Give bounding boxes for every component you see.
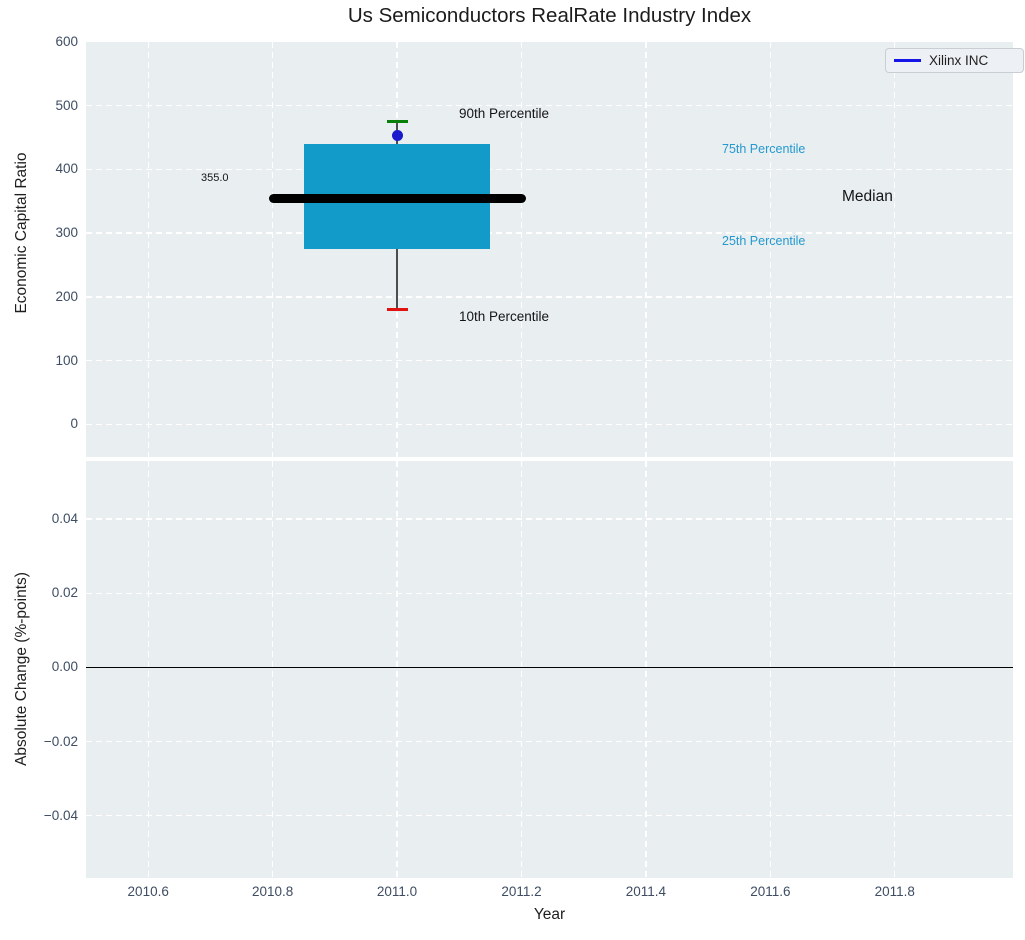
- company-marker: [391, 129, 403, 141]
- gridline: [271, 42, 274, 457]
- gridline: [86, 296, 1013, 298]
- legend-line-swatch: [894, 59, 921, 62]
- x-tick-label: 2010.6: [127, 884, 169, 899]
- y-tick-label: 300: [55, 225, 78, 241]
- whisker-cap-10th: [386, 308, 408, 312]
- x-tick-label: 2010.8: [251, 884, 294, 899]
- chart-title: Us Semiconductors RealRate Industry Inde…: [347, 4, 752, 27]
- whisker-cap-90th: [386, 120, 408, 124]
- median-line: [269, 193, 527, 203]
- gridline: [86, 592, 1013, 595]
- y-tick-label: 0.04: [51, 511, 78, 527]
- x-axis-label: Year: [533, 906, 566, 923]
- gridline: [271, 461, 274, 878]
- y-tick-label: 400: [55, 161, 78, 177]
- y-tick-label: −0.04: [43, 807, 78, 823]
- gridline: [769, 461, 772, 878]
- x-tick-label: 2011.6: [750, 884, 791, 899]
- x-tick-label: 2011.2: [501, 884, 542, 899]
- y-tick-label: 0: [70, 416, 78, 432]
- top-plot-area: [86, 42, 1013, 457]
- gridline: [86, 423, 1013, 426]
- gridline: [147, 42, 149, 457]
- median-value-label: 355.0: [201, 172, 229, 184]
- legend: Xilinx INC: [885, 48, 1024, 73]
- gridline: [86, 168, 1013, 171]
- gridline: [894, 461, 896, 878]
- annotation-90th-percentile: 90th Percentile: [459, 106, 550, 121]
- gridline: [86, 518, 1013, 520]
- annotation-75th-percentile: 75th Percentile: [722, 142, 806, 156]
- gridline: [396, 461, 398, 878]
- x-tick-label: 2011.8: [874, 884, 915, 899]
- gridline: [86, 105, 1013, 107]
- gridline: [147, 461, 149, 878]
- gridline: [769, 42, 772, 457]
- gridline: [520, 42, 523, 457]
- gridline: [894, 42, 896, 457]
- y-tick-label: −0.02: [43, 733, 78, 749]
- gridline: [520, 461, 523, 878]
- gridline: [86, 740, 1013, 743]
- bottom-plot-area: [86, 461, 1013, 878]
- annotation-10th-percentile: 10th Percentile: [459, 309, 550, 324]
- legend-label: Xilinx INC: [929, 53, 989, 68]
- x-tick-label: 2011.4: [625, 884, 667, 899]
- y-tick-label: 0.02: [51, 585, 78, 601]
- y-tick-label: 200: [55, 288, 78, 304]
- annotation-median: Median: [842, 188, 893, 205]
- gridline: [86, 359, 1013, 362]
- annotation-25th-percentile: 25th Percentile: [722, 234, 806, 248]
- x-tick-label: 2011.0: [376, 884, 418, 899]
- zero-line: [86, 666, 1013, 669]
- gridline: [86, 815, 1013, 817]
- y-tick-label: 600: [55, 34, 78, 49]
- y-tick-label: 100: [55, 352, 78, 368]
- gridline: [645, 42, 647, 457]
- y-tick-label: 500: [55, 97, 78, 113]
- gridline: [86, 232, 1013, 234]
- y-tick-label: 0.00: [51, 659, 78, 675]
- gridline: [645, 461, 647, 878]
